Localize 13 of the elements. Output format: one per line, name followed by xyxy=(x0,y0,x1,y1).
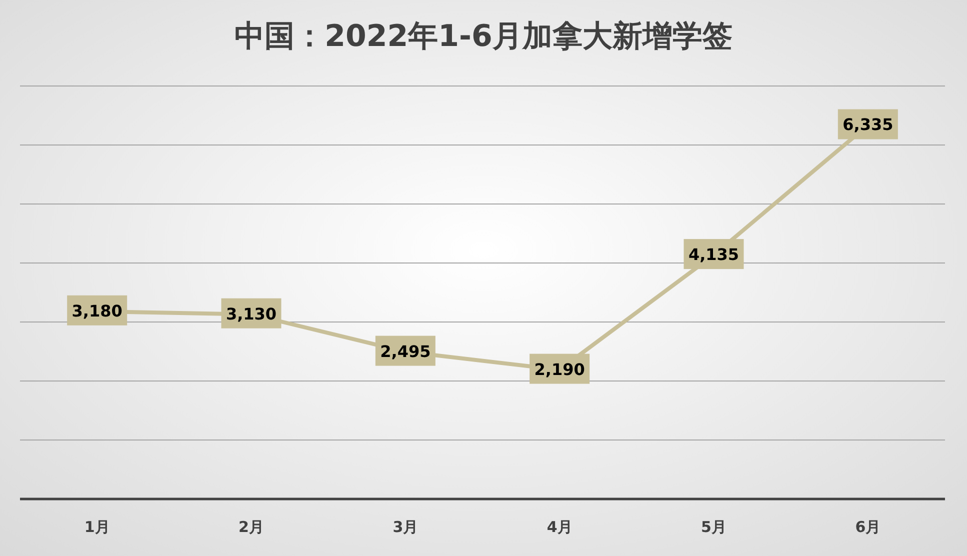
data-label: 2,190 xyxy=(534,360,585,379)
data-label: 4,135 xyxy=(688,245,740,264)
data-label: 6,335 xyxy=(842,115,894,134)
x-tick-label: 2月 xyxy=(238,518,264,536)
x-tick-label: 6月 xyxy=(855,518,881,536)
x-tick-label: 1月 xyxy=(84,518,110,536)
x-tick-label: 5月 xyxy=(701,518,726,536)
x-tick-label: 4月 xyxy=(546,518,572,536)
chart-title: 中国：2022年1-6月加拿大新增学签 xyxy=(234,19,732,54)
x-tick-label: 3月 xyxy=(392,518,418,536)
data-label: 3,180 xyxy=(72,301,122,320)
data-label: 2,495 xyxy=(380,342,431,361)
data-label: 3,130 xyxy=(226,304,277,324)
